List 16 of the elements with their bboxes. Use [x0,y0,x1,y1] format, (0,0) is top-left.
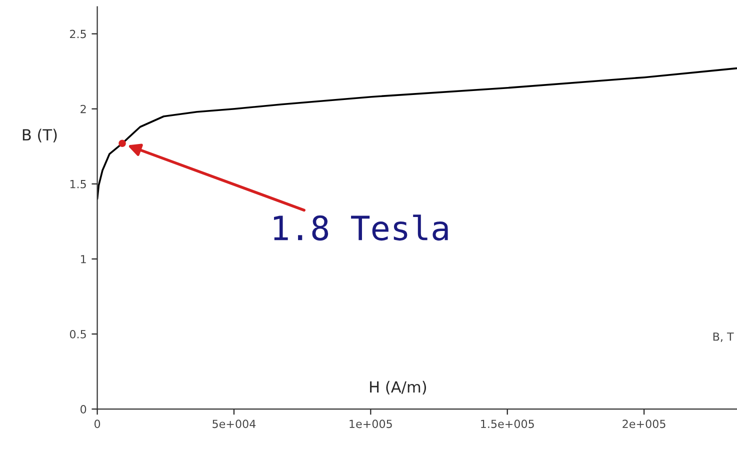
x-tick-label: 1e+005 [350,420,392,428]
y-tick-label: 1 [81,255,86,264]
y-tick-label: 2.5 [70,30,86,38]
x-tick-label: 2e+005 [622,420,666,428]
x-axis-title: H (A/m) [370,380,426,395]
x-tick-label: 1.5e+005 [481,420,534,428]
y-tick-label: 0 [80,405,86,414]
y-tick-label: 1.5 [70,180,86,188]
line-series [97,67,737,200]
x-tick-label: 0 [94,420,100,428]
annotation: B, T [713,332,734,342]
x-tick-label: 5e+004 [212,420,256,428]
y-tick-label: 0.5 [70,330,86,338]
y-tick-label: 2 [80,104,86,114]
y-axis-title: B (T) [22,128,57,142]
annotation: 1.8 Tesla [274,214,448,241]
